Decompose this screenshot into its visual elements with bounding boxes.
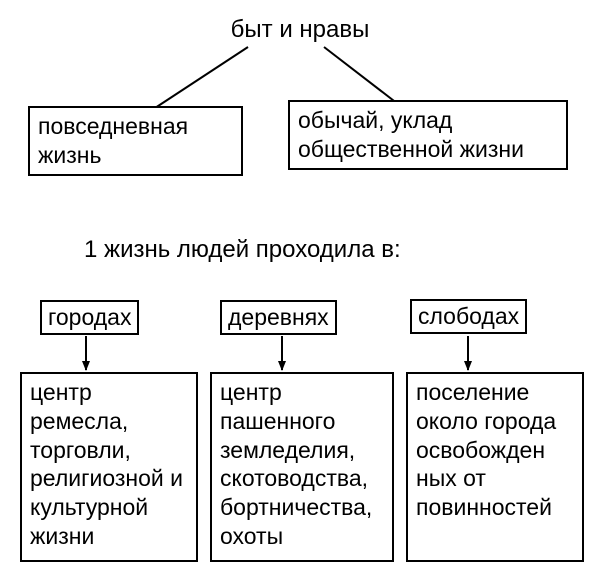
- col-header-1-text: городах: [48, 304, 131, 330]
- col-desc-1: центр ремесла, торговли, религиозной и к…: [20, 372, 198, 562]
- col-header-2-text: деревнях: [228, 304, 329, 330]
- subheading: 1 жизнь людей проходила в:: [84, 236, 401, 264]
- col-header-3-text: слободах: [418, 303, 519, 329]
- diagram-canvas: быт и нравы повседневная жизнь обычай, у…: [0, 0, 600, 576]
- branch-right-box: обычай, уклад общественной жизни: [288, 100, 568, 170]
- diagram-title: быт и нравы: [0, 16, 600, 44]
- col-desc-2-text: центр пашенного земледелия, скотоводства…: [220, 379, 372, 549]
- col-desc-1-text: центр ремесла, торговли, религиозной и к…: [30, 379, 183, 549]
- col-desc-3: поселение около города освобожден ных от…: [406, 372, 584, 562]
- col-desc-2: центр пашенного земледелия, скотоводства…: [210, 372, 394, 562]
- branch-left-box: повседневная жизнь: [28, 106, 243, 176]
- col-header-2: деревнях: [220, 300, 337, 335]
- col-header-3: слободах: [410, 299, 527, 334]
- branch-left-text: повседневная жизнь: [38, 113, 188, 168]
- branch-right-text: обычай, уклад общественной жизни: [298, 107, 524, 162]
- col-desc-3-text: поселение около города освобожден ных от…: [416, 379, 556, 520]
- col-header-1: городах: [40, 300, 139, 335]
